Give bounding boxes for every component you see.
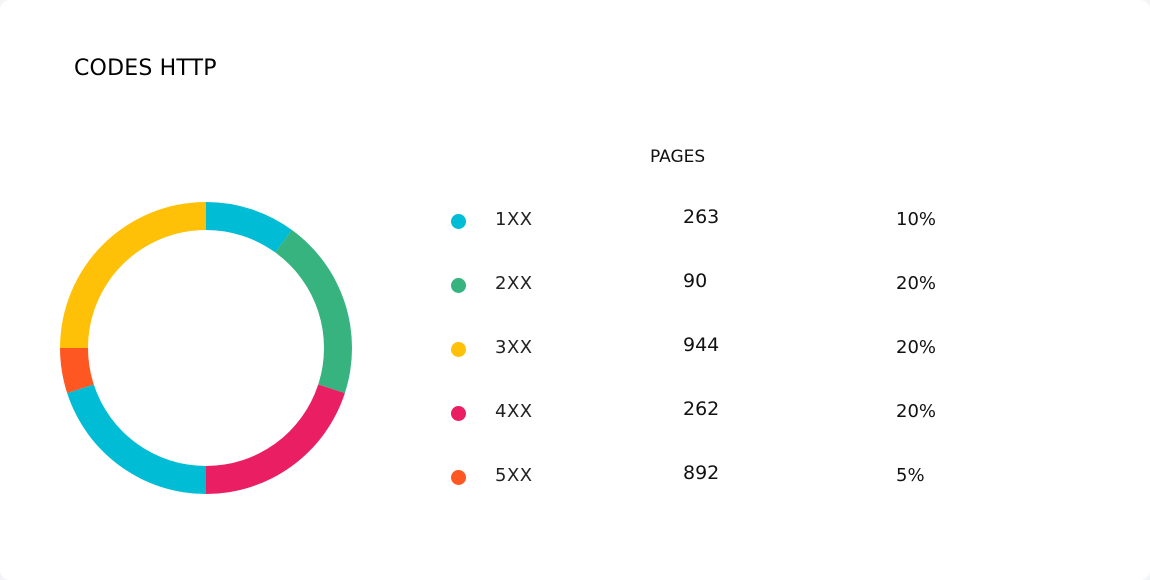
- donut-segment-4xx: [206, 384, 345, 494]
- donut-segment-2xx: [275, 229, 352, 394]
- legend-row-5xx: 5XX 892 5%: [0, 462, 1150, 492]
- card-title: CODES HTTP: [74, 56, 217, 81]
- pages-column-header: PAGES: [650, 147, 706, 167]
- legend-pages: 90: [683, 270, 708, 292]
- legend-code: 1XX: [495, 209, 533, 230]
- donut-segment-1xx: [67, 384, 206, 494]
- legend-dot-icon: [451, 406, 466, 421]
- legend-percent: 20%: [896, 273, 937, 294]
- legend-pages: 944: [683, 334, 720, 356]
- legend-code: 5XX: [495, 465, 533, 486]
- legend-row-1xx: 1XX 263 10%: [0, 206, 1150, 236]
- donut-segment-1xx: [206, 202, 292, 253]
- legend-pages: 262: [683, 398, 720, 420]
- legend-dot-icon: [451, 214, 466, 229]
- legend-row-2xx: 2XX 90 20%: [0, 270, 1150, 300]
- donut-segment-5xx: [60, 348, 94, 394]
- legend-percent: 20%: [896, 401, 937, 422]
- legend-code: 3XX: [495, 337, 533, 358]
- legend-row-3xx: 3XX 944 20%: [0, 334, 1150, 364]
- legend-dot-icon: [451, 278, 466, 293]
- legend-dot-icon: [451, 470, 466, 485]
- legend-percent: 20%: [896, 337, 937, 358]
- legend-dot-icon: [451, 342, 466, 357]
- donut-segment-3xx: [60, 202, 206, 348]
- legend-percent: 5%: [896, 465, 925, 486]
- legend-pages: 892: [683, 462, 720, 484]
- legend-code: 2XX: [495, 273, 533, 294]
- donut-chart: [60, 202, 352, 494]
- legend-code: 4XX: [495, 401, 533, 422]
- legend-percent: 10%: [896, 209, 937, 230]
- legend-pages: 263: [683, 206, 720, 228]
- legend-row-4xx: 4XX 262 20%: [0, 398, 1150, 428]
